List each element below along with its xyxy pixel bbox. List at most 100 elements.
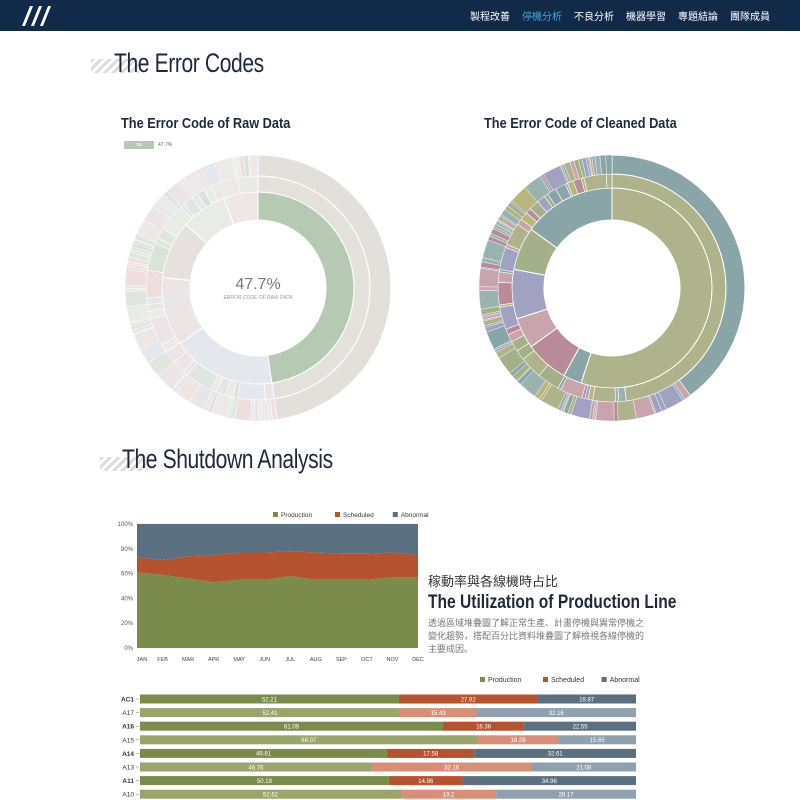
bar-segment-production <box>140 735 478 745</box>
bar-value-label: 32.61 <box>548 752 564 758</box>
bar-category-label: A11 <box>122 778 134 785</box>
raw-chart-legend-value: 47.7% <box>158 142 173 148</box>
area-y-tick-label: 20% <box>121 621 134 627</box>
bar-value-label: 61.09 <box>284 725 300 731</box>
bar-segment-scheduled <box>388 776 463 786</box>
bar-value-label: 19.87 <box>579 697 595 703</box>
area-x-tick-label: FEB <box>157 657 168 663</box>
area-y-tick-label: 100% <box>118 522 134 528</box>
bar-segment-production <box>140 776 389 786</box>
bar-segment-abnormal <box>476 708 636 718</box>
bar-category-label: A14 <box>122 751 134 758</box>
nav-menu: 製程改善 停機分析 不良分析 機器學習 專題結論 團隊成員 <box>470 0 770 31</box>
bar-value-label: 52.62 <box>263 793 279 799</box>
area-y-tick-label: 80% <box>121 547 134 553</box>
bar-legend-label: Scheduled <box>551 677 584 684</box>
area-legend-label: Scheduled <box>343 512 374 519</box>
bar-value-label: 68.07 <box>301 738 317 744</box>
utilization-title: The Utilization of Production Line <box>428 592 677 613</box>
bar-segment-abnormal <box>462 776 636 786</box>
nav-item-2[interactable]: 不良分析 <box>574 12 614 23</box>
bar-category-label: A16 <box>122 724 134 731</box>
bar-segment-abnormal <box>474 748 636 758</box>
area-legend-swatch <box>392 512 398 517</box>
area-x-tick-label: MAY <box>233 657 245 663</box>
bar-value-label: 21.08 <box>576 765 592 771</box>
bar-category-label: A17 <box>122 710 134 717</box>
bar-segment-production <box>140 748 388 758</box>
bar-category-label: A15 <box>122 737 134 744</box>
area-legend-label: Abnormal <box>401 512 429 519</box>
bar-legend-swatch <box>543 677 548 682</box>
area-y-tick-label: 40% <box>121 596 134 602</box>
bar-value-label: 15.65 <box>590 738 606 744</box>
bar-segment-abnormal <box>524 721 636 731</box>
nav-item-1[interactable]: 停機分析 <box>522 12 562 23</box>
bar-value-label: 46.76 <box>248 765 264 771</box>
bar-segment-scheduled <box>477 735 559 745</box>
nav-item-5[interactable]: 團隊成員 <box>730 12 770 23</box>
bar-legend-swatch <box>480 677 485 682</box>
cleaned-chart-title: The Error Code of Cleaned Data <box>484 115 677 132</box>
area-series-abnormal <box>137 524 418 560</box>
area-x-tick-label: APR <box>208 657 219 663</box>
bar-value-label: 34.96 <box>542 779 558 785</box>
bar-segment-production <box>140 789 401 799</box>
bar-value-label: 50.18 <box>257 779 273 785</box>
bar-value-label: 49.81 <box>256 752 272 758</box>
bar-segment-abnormal <box>496 789 636 799</box>
area-legend-swatch <box>335 512 340 517</box>
bar-segment-scheduled <box>371 762 532 772</box>
bar-segment-scheduled <box>443 721 525 731</box>
section-title-error-codes: The Error Codes <box>114 48 264 78</box>
bar-segment-scheduled <box>398 694 538 704</box>
bar-segment-scheduled <box>399 708 477 718</box>
utilization-description: 透過區域堆疊圖了解正常生產、計畫停機與異常停機之變化趨勢，搭配百分比資料堆疊圖了… <box>428 619 645 655</box>
bar-category-label: A13 <box>122 765 134 772</box>
bar-category-label: A10 <box>122 792 134 799</box>
bar-legend-label: Abnormal <box>610 677 640 684</box>
bar-segment-scheduled <box>387 748 475 758</box>
area-x-tick-label: AUG <box>310 657 322 663</box>
area-x-tick-label: DEC <box>412 657 424 663</box>
bar-segment-production <box>140 708 400 718</box>
area-x-tick-label: MAR <box>182 657 194 663</box>
area-x-tick-label: NOV <box>386 657 398 663</box>
bar-value-label: 14.86 <box>418 779 434 785</box>
bar-value-label: 17.58 <box>423 752 439 758</box>
area-y-tick-label: 0% <box>124 646 133 652</box>
section-title-shutdown: The Shutdown Analysis <box>122 444 333 474</box>
utilization-subtitle: 稼動率與各線機時占比 <box>428 575 559 590</box>
bar-segment-scheduled <box>400 789 497 799</box>
bar-segment-production <box>140 694 399 704</box>
nav-item-0[interactable]: 製程改善 <box>470 12 510 23</box>
bar-value-label: 27.92 <box>461 697 477 703</box>
bar-value-label: 16.29 <box>511 738 527 744</box>
nav-item-3[interactable]: 機器學習 <box>626 12 666 23</box>
bar-segment-production <box>140 762 372 772</box>
heading-stripe <box>91 59 139 73</box>
area-x-tick-label: OCT <box>361 657 373 663</box>
bar-category-label: AC1 <box>121 697 134 704</box>
area-series-scheduled <box>137 551 418 583</box>
area-x-tick-label: JUL <box>285 657 295 663</box>
area-x-tick-label: JAN <box>137 657 147 663</box>
bar-legend-swatch <box>601 677 607 682</box>
bar-value-label: 15.43 <box>431 711 447 717</box>
bar-value-label: 32.16 <box>444 765 460 771</box>
nav-item-4[interactable]: 專題結論 <box>678 12 718 23</box>
area-x-tick-label: JUN <box>259 657 270 663</box>
area-legend-swatch <box>273 512 278 517</box>
raw-chart-title: The Error Code of Raw Data <box>121 115 291 132</box>
heading-stripe-2 <box>100 457 148 471</box>
bar-value-label: 32.16 <box>549 711 565 717</box>
bar-value-label: 22.55 <box>573 725 589 731</box>
area-x-tick-label: SEP <box>336 657 347 663</box>
area-y-tick-label: 60% <box>121 572 134 578</box>
raw-chart-legend-chip: na <box>124 141 154 149</box>
bar-value-label: 19.2 <box>443 793 455 799</box>
bar-segment-abnormal <box>558 735 637 745</box>
bar-segment-abnormal <box>537 694 636 704</box>
